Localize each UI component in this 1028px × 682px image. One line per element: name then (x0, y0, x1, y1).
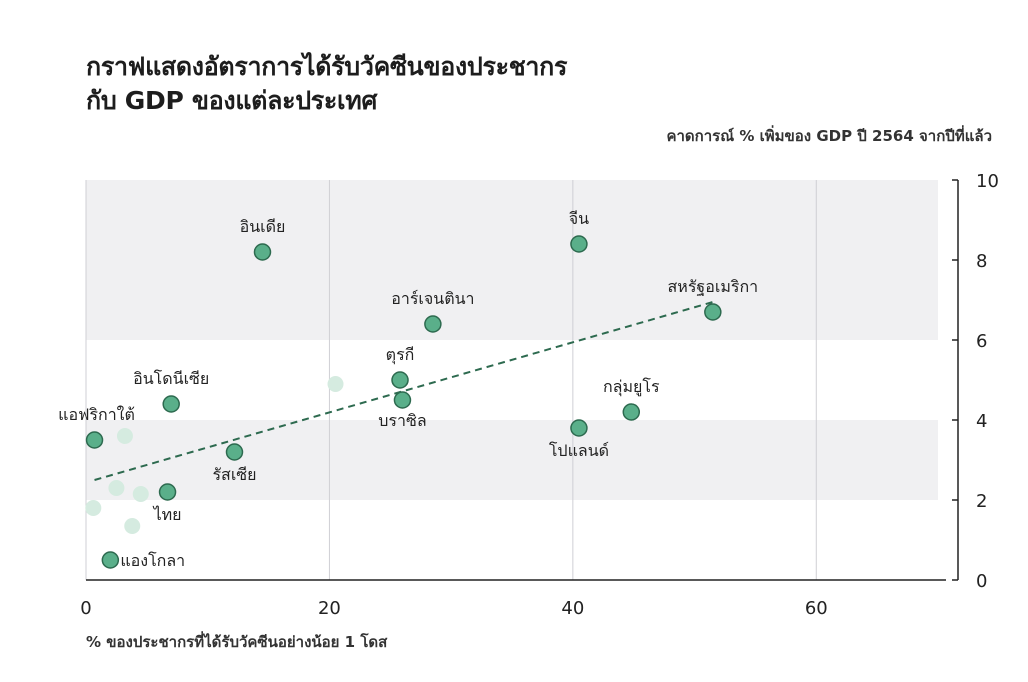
x-tick-label: 40 (561, 598, 584, 619)
chart-title-line-2: กับ GDP ของแต่ละประเทศ (86, 86, 378, 115)
y-tick-label: 2 (976, 491, 987, 512)
point-label: ไทย (152, 505, 182, 524)
grid-band (86, 180, 938, 260)
chart-title-line-1: กราฟแสดงอัตราการได้รับวัคซีนของประชากร (86, 52, 568, 81)
data-point (225, 443, 244, 461)
point-label: กลุ่มยูโร (603, 377, 660, 397)
point-label: อินโดนีเซีย (133, 369, 209, 388)
x-tick-label: 60 (805, 598, 828, 619)
faded-point (85, 500, 102, 516)
y-tick-label: 8 (976, 251, 987, 272)
grid-band (86, 420, 938, 500)
point-label: รัสเซีย (212, 465, 256, 484)
point-label: อาร์เจนตินา (391, 289, 474, 308)
faded-point (116, 428, 133, 444)
chart-title: กราฟแสดงอัตราการได้รับวัคซีนของประชากร ก… (86, 50, 567, 118)
faded-point (327, 376, 344, 392)
y-tick-label: 6 (976, 331, 987, 352)
data-point (85, 431, 104, 449)
point-label: แองโกลา (120, 551, 185, 570)
y-tick-label: 4 (976, 411, 987, 432)
point-label: แอฟริกาใต้ (58, 405, 135, 424)
point-label: โปแลนด์ (549, 441, 609, 460)
grid-band (86, 260, 938, 340)
point-label: ตุรกี (386, 345, 415, 365)
x-tick-label: 0 (80, 598, 91, 619)
data-point (622, 403, 641, 421)
x-axis-label: % ของประชากรที่ได้รับวัคซีนอย่างน้อย 1 โ… (86, 633, 388, 651)
faded-point (124, 518, 141, 534)
y-tick-label: 10 (976, 171, 999, 192)
data-point (253, 243, 272, 261)
data-point (393, 391, 412, 409)
point-label: สหรัฐอเมริกา (668, 277, 759, 296)
data-point (570, 235, 588, 253)
data-point (570, 419, 588, 437)
faded-point (108, 480, 125, 496)
data-point (391, 371, 409, 389)
point-label: จีน (569, 209, 589, 228)
data-point (158, 483, 177, 501)
y-tick-label: 0 (976, 571, 987, 592)
point-label: อินเดีย (240, 217, 286, 236)
data-point (101, 551, 120, 569)
x-tick-label: 20 (318, 598, 341, 619)
data-point (162, 395, 180, 413)
faded-point (132, 486, 149, 502)
y-axis-label: คาดการณ์ % เพิ่มของ GDP ปี 2564 จากปีที่… (666, 127, 992, 145)
data-point (704, 303, 722, 321)
data-point (424, 315, 442, 333)
point-label: บราซิล (378, 411, 426, 430)
